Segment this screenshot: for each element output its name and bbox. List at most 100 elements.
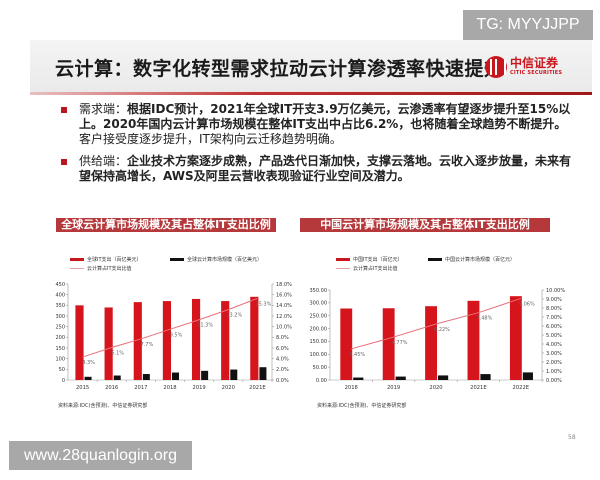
svg-text:2021E: 2021E [249, 385, 265, 391]
bullet-tail: 客户接受度逐步提升，IT架构向云迁移趋势明确。 [79, 132, 342, 146]
legend-swatch-black [428, 258, 442, 261]
svg-text:2020: 2020 [222, 385, 235, 391]
svg-text:300.00: 300.00 [310, 301, 328, 307]
svg-text:2022E: 2022E [513, 385, 529, 391]
bullet-supply: 供给端：企业技术方案逐步成熟，产品迭代日渐加快，支撑云落地。云收入逐步放量，未来… [57, 154, 577, 184]
svg-text:4.3%: 4.3% [82, 360, 95, 366]
svg-text:2.0%: 2.0% [276, 367, 289, 373]
svg-text:4.77%: 4.77% [392, 340, 408, 346]
svg-text:2017: 2017 [134, 385, 147, 391]
svg-text:3.00%: 3.00% [546, 351, 562, 357]
bullet-label: 需求端： [79, 102, 128, 116]
watermark-tg: TG: MYYJJPP [463, 10, 593, 40]
svg-text:2018: 2018 [345, 385, 358, 391]
title-divider [30, 92, 592, 95]
chart-legend: 全球IT支出（百亿美元） 全球云计算市场规模（百亿美元） 云计算占IT支出比值 [60, 256, 300, 278]
svg-text:200.00: 200.00 [310, 326, 328, 332]
svg-text:5.00%: 5.00% [546, 333, 562, 339]
svg-text:50.00: 50.00 [313, 365, 327, 371]
svg-text:2015: 2015 [76, 385, 89, 391]
svg-text:2016: 2016 [105, 385, 118, 391]
svg-text:200: 200 [55, 335, 65, 341]
svg-text:12.0%: 12.0% [276, 314, 292, 320]
chart-plot: 0.00 50.00 100.00 150.00 200.00 250.00 300.00 3… [310, 288, 566, 391]
svg-text:14.0%: 14.0% [276, 303, 292, 309]
svg-text:0.00%: 0.00% [546, 378, 562, 384]
svg-text:250.00: 250.00 [310, 314, 328, 320]
svg-text:10.0%: 10.0% [276, 324, 292, 330]
svg-text:9.5%: 9.5% [170, 332, 183, 338]
svg-text:4.00%: 4.00% [546, 342, 562, 348]
chart-global: 全球云计算市场规模及其占整体IT支出比例 全球IT支出（百亿美元） 全球云计算市… [50, 218, 300, 391]
svg-text:100.00: 100.00 [310, 352, 328, 358]
svg-text:0.0%: 0.0% [276, 378, 289, 384]
svg-text:8.00%: 8.00% [546, 306, 562, 312]
svg-text:2019: 2019 [193, 385, 206, 391]
svg-text:6.00%: 6.00% [546, 324, 562, 330]
svg-text:2019: 2019 [387, 385, 400, 391]
legend-swatch-red [336, 258, 350, 261]
svg-text:150.00: 150.00 [310, 339, 328, 345]
svg-text:350: 350 [55, 303, 65, 309]
svg-text:7.00%: 7.00% [546, 315, 562, 321]
legend-item-cloud-market: 中国云计算市场规模（百亿元） [428, 256, 515, 263]
watermark-url: www.28quanlogin.org [9, 441, 192, 470]
svg-text:16.0%: 16.0% [276, 292, 292, 298]
svg-text:50: 50 [59, 367, 65, 373]
svg-text:10.00%: 10.00% [546, 288, 565, 294]
legend-item-it-spend: 中国IT支出（百亿元） [336, 256, 403, 263]
svg-text:2020: 2020 [429, 385, 442, 391]
svg-text:6.22%: 6.22% [434, 327, 450, 333]
svg-text:7.48%: 7.48% [476, 316, 492, 322]
svg-text:0: 0 [62, 378, 65, 384]
svg-text:100: 100 [55, 356, 65, 362]
svg-text:0.00: 0.00 [316, 378, 327, 384]
svg-text:18.0%: 18.0% [276, 282, 292, 288]
legend-swatch-black [170, 258, 184, 261]
title-bar: 云计算：数字化转型需求拉动云计算渗透率快速提升 中信证券 CITIC SECUR… [30, 40, 592, 92]
svg-text:9.06%: 9.06% [519, 301, 535, 307]
svg-text:250: 250 [55, 324, 65, 330]
chart-legend: 中国IT支出（百亿元） 中国云计算市场规模（百亿元） 云计算占IT支出比值 [310, 256, 570, 278]
svg-text:1.00%: 1.00% [546, 369, 562, 375]
svg-text:7.7%: 7.7% [141, 342, 154, 348]
chart-title: 全球云计算市场规模及其占整体IT支出比例 [56, 218, 276, 232]
legend-item-ratio: 云计算占IT支出比值 [70, 265, 132, 272]
source-note-left: 资料来源:IDC(含预测)、中信证券研究部 [58, 403, 148, 409]
slide: 云计算：数字化转型需求拉动云计算渗透率快速提升 中信证券 CITIC SECUR… [30, 40, 592, 450]
svg-text:6.1%: 6.1% [111, 350, 124, 356]
bullet-demand: 需求端：根据IDC预计，2021年全球IT开支3.9万亿美元，云渗透率有望逐步提… [57, 102, 577, 147]
page-number: 58 [568, 434, 576, 441]
chart-title: 中国云计算市场规模及其占整体IT支出比例 [300, 218, 550, 232]
bullet-text: 企业技术方案逐步成熟，产品迭代日渐加快，支撑云落地。云收入逐步放量，未来有望保持… [79, 154, 572, 183]
chart-plot: 0 50 100 150 200 250 300 350 400 450 0.0% 2.0% 4.0% 6… [55, 282, 292, 391]
svg-text:11.3%: 11.3% [197, 323, 213, 329]
svg-text:2021E: 2021E [470, 385, 486, 391]
svg-text:8.0%: 8.0% [276, 335, 289, 341]
legend-item-cloud-market: 全球云计算市场规模（百亿美元） [170, 256, 262, 263]
svg-text:400: 400 [55, 292, 65, 298]
legend-item-ratio: 云计算占IT支出比值 [336, 265, 398, 272]
svg-text:15.3%: 15.3% [255, 301, 271, 307]
svg-text:2018: 2018 [163, 385, 176, 391]
logo-cn-text: 中信证券 [510, 56, 559, 70]
svg-text:6.0%: 6.0% [276, 346, 289, 352]
logo-en-text: CITIC SECURITIES [510, 70, 563, 76]
svg-text:2.00%: 2.00% [546, 360, 562, 366]
svg-text:13.2%: 13.2% [226, 313, 242, 319]
svg-text:4.0%: 4.0% [276, 356, 289, 362]
svg-text:300: 300 [55, 314, 65, 320]
citic-logo: 中信证券 CITIC SECURITIES [485, 53, 562, 81]
citic-logo-icon [485, 56, 507, 78]
svg-text:3.45%: 3.45% [349, 352, 365, 358]
slide-title: 云计算：数字化转型需求拉动云计算渗透率快速提升 [55, 58, 504, 80]
legend-line-pink [336, 268, 350, 269]
svg-text:150: 150 [55, 346, 65, 352]
bullet-list: 需求端：根据IDC预计，2021年全球IT开支3.9万亿美元，云渗透率有望逐步提… [57, 102, 577, 191]
legend-line-pink [70, 268, 84, 269]
bullet-text: 根据IDC预计，2021年全球IT开支3.9万亿美元，云渗透率有望逐步提升至15… [79, 102, 571, 131]
chart-china: 中国云计算市场规模及其占整体IT支出比例 中国IT支出（百亿元） 中国云计算市场… [300, 218, 580, 391]
svg-text:350.00: 350.00 [310, 288, 328, 294]
legend-swatch-red [70, 258, 84, 261]
bullet-square-icon [61, 159, 67, 165]
